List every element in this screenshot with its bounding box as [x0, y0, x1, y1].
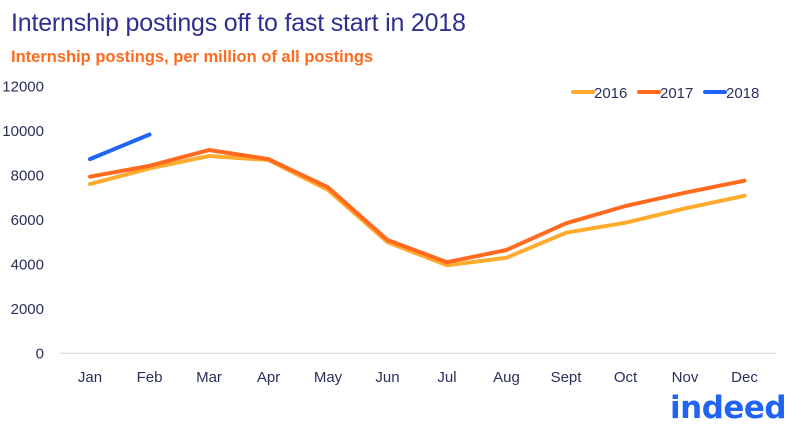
x-tick-label: Mar — [196, 369, 222, 386]
x-tick-label: Apr — [257, 369, 280, 386]
series-line-2017 — [88, 148, 747, 265]
x-tick-label: Sept — [551, 369, 583, 386]
x-tick-label: Oct — [614, 369, 638, 386]
x-tick-label: Dec — [731, 369, 758, 386]
x-tick-label: Jan — [78, 369, 102, 386]
y-tick-label: 12000 — [2, 79, 44, 96]
x-tick-label: Aug — [493, 369, 520, 386]
y-axis-ticks: 0 2000 4000 6000 8000 10000 12000 — [2, 79, 44, 363]
y-tick-label: 4000 — [11, 256, 44, 273]
x-axis-ticks: Jan Feb Mar Apr May Jun Jul Aug Sept Oct Nov Dec — [78, 369, 758, 386]
series-line-2016 — [88, 154, 747, 268]
series-lines — [88, 132, 747, 268]
y-tick-label: 0 — [36, 345, 44, 362]
legend-label: 2016 — [594, 85, 627, 102]
y-tick-label: 6000 — [11, 212, 44, 229]
series-line-2018 — [88, 132, 152, 162]
x-tick-label: Jun — [375, 369, 399, 386]
legend: 2016 2017 2018 — [571, 85, 759, 102]
legend-item-2016: 2016 — [571, 85, 627, 102]
chart-subtitle: Internship postings, per million of all … — [11, 48, 374, 66]
legend-item-2018: 2018 — [703, 85, 759, 102]
x-tick-label: Feb — [137, 369, 163, 386]
y-tick-label: 2000 — [11, 301, 44, 318]
legend-item-2017: 2017 — [637, 85, 693, 102]
y-tick-label: 10000 — [2, 123, 44, 140]
x-tick-label: Nov — [672, 369, 699, 386]
chart-title: Internship postings off to fast start in… — [11, 9, 466, 37]
x-tick-label: Jul — [437, 369, 456, 386]
y-tick-label: 8000 — [11, 168, 44, 185]
legend-label: 2018 — [726, 85, 759, 102]
legend-label: 2017 — [660, 85, 693, 102]
x-tick-label: May — [314, 369, 343, 386]
indeed-logo: indeed — [670, 390, 786, 426]
